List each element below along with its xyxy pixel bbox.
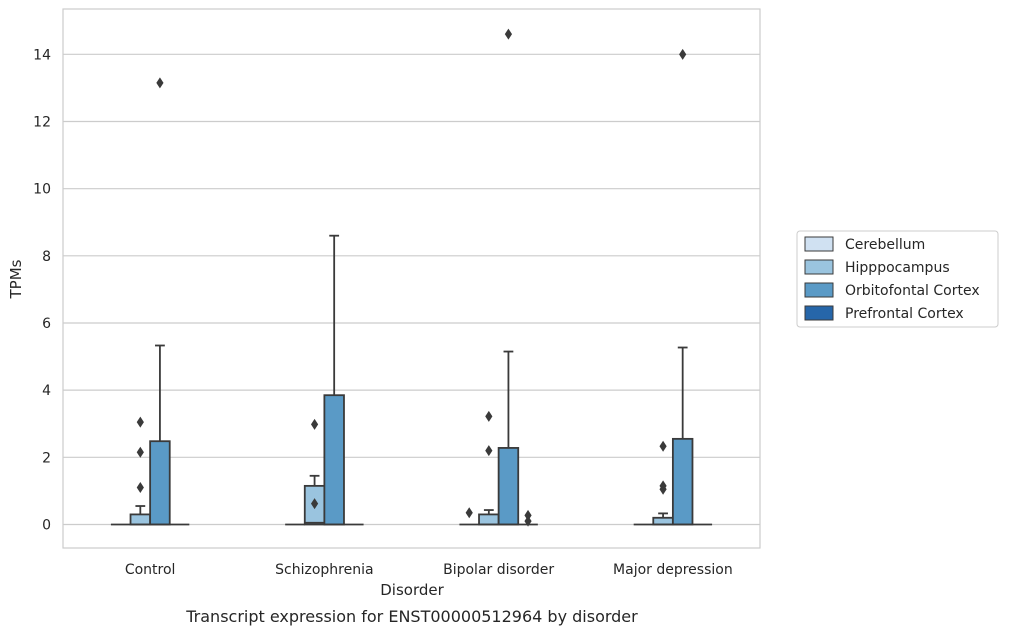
legend-label: Orbitofontal Cortex [845,283,980,299]
outlier-point [310,498,319,510]
outlier-point [659,440,667,452]
outlier-point [136,416,144,428]
outlier-point [485,445,493,457]
y-tick-label: 2 [42,450,51,466]
box-rect [149,440,171,526]
outlier-point [310,418,319,430]
box-marks [110,28,713,527]
outlier-point [136,482,144,494]
box-group [518,509,538,527]
legend-label: Cerebellum [845,237,925,253]
box-group [497,28,520,526]
box-group [149,77,171,526]
box-rect [652,516,674,526]
outlier-point [504,28,513,40]
outlier-point [136,446,144,458]
y-tick-label: 4 [42,383,51,399]
legend-swatch [804,236,834,252]
box-rect [129,513,152,526]
outlier-point [659,480,667,492]
legend-label: Hipppocampus [845,260,950,276]
y-tick-label: 14 [33,47,51,63]
outlier-point [485,410,493,422]
box-rect [497,447,520,526]
legend-swatch [804,282,834,298]
legend-frame [796,230,999,328]
legend-swatch [804,305,834,321]
outlier-point [679,48,687,60]
x-tick-label: Control [125,562,176,578]
outlier-point [465,507,473,519]
y-tick-label: 6 [42,316,51,332]
box-group [671,48,694,526]
x-tick-label: Major depression [613,562,733,578]
plot-frame [62,8,761,549]
y-tick-label: 8 [42,249,51,265]
x-axis-label: Disorder [380,581,444,599]
box-group [478,410,500,526]
chart-title: Transcript expression for ENST0000051296… [185,607,638,626]
y-tick-label: 12 [33,115,51,131]
outlier-point [156,77,164,89]
box-group [652,440,674,526]
y-tick-label: 0 [42,517,51,533]
box-group [459,507,480,526]
box-group [129,416,152,526]
box-rect [671,437,694,526]
outlier-point [524,509,532,521]
x-tick-label: Bipolar disorder [443,562,554,578]
box-rect [478,513,500,526]
grid-lines [63,53,760,526]
x-tick-label: Schizophrenia [275,562,373,578]
legend-label: Prefrontal Cortex [845,306,964,322]
x-tick-labels: Control Schizophrenia Bipolar disorder Majo… [125,562,733,578]
y-tick-labels: 0 2 4 6 8 10 12 14 [33,47,51,533]
y-tick-label: 10 [33,182,51,198]
box-group [323,234,345,526]
legend: Cerebellum Hipppocampus Orbitofontal Corte… [796,230,999,328]
box-group [303,418,326,526]
y-axis-label: TPMs [7,259,25,299]
box-rect [323,394,345,526]
outlier-point [524,515,532,527]
legend-swatch [804,259,834,275]
